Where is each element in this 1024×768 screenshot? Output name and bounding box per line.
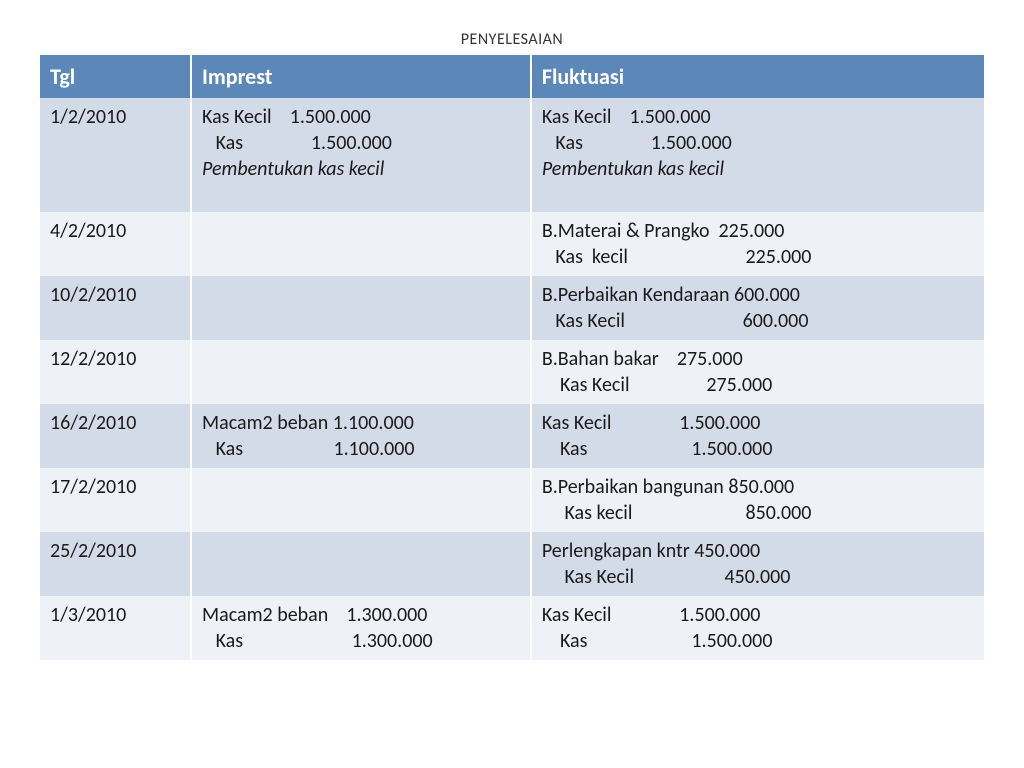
cell-imprest: Macam2 beban 1.100.000 Kas 1.100.000: [191, 404, 531, 468]
table-row: 17/2/2010 B.Perbaikan bangunan 850.000 Ka…: [40, 468, 984, 532]
journal-line: Kas kecil 850.000: [542, 500, 974, 526]
journal-line: Kas 1.500.000: [202, 130, 520, 156]
journal-line: Macam2 beban 1.100.000: [202, 410, 520, 436]
cell-imprest: Kas Kecil 1.500.000 Kas 1.500.000Pembent…: [191, 98, 531, 212]
cell-tgl: 16/2/2010: [40, 404, 191, 468]
table-row: 10/2/2010 B.Perbaikan Kendaraan 600.000 K…: [40, 276, 984, 340]
col-tgl: Tgl: [40, 55, 191, 98]
cell-tgl: 25/2/2010: [40, 532, 191, 596]
cell-fluktuasi: Kas Kecil 1.500.000 Kas 1.500.000: [531, 596, 984, 660]
table-row: 16/2/2010Macam2 beban 1.100.000 Kas 1.10…: [40, 404, 984, 468]
cell-fluktuasi: B.Perbaikan Kendaraan 600.000 Kas Kecil …: [531, 276, 984, 340]
journal-line: Kas 1.500.000: [542, 436, 974, 462]
journal-line: Kas Kecil 275.000: [542, 372, 974, 398]
journal-line: Kas 1.100.000: [202, 436, 520, 462]
spacer: [542, 182, 974, 206]
journal-line: Kas Kecil 1.500.000: [542, 602, 974, 628]
table-row: 1/2/2010Kas Kecil 1.500.000 Kas 1.500.00…: [40, 98, 984, 212]
journal-line: Kas kecil 225.000: [542, 244, 974, 270]
entry-note: Pembentukan kas kecil: [202, 156, 520, 182]
journal-line: Kas Kecil 450.000: [542, 564, 974, 590]
cell-imprest: Macam2 beban 1.300.000 Kas 1.300.000: [191, 596, 531, 660]
journal-line: Kas 1.500.000: [542, 628, 974, 654]
cell-imprest: [191, 340, 531, 404]
cell-fluktuasi: Kas Kecil 1.500.000 Kas 1.500.000: [531, 404, 984, 468]
journal-table: Tgl Imprest Fluktuasi 1/2/2010Kas Kecil …: [40, 55, 984, 660]
table-row: 25/2/2010 Perlengkapan kntr 450.000 Kas K…: [40, 532, 984, 596]
table-row: 1/3/2010Macam2 beban 1.300.000 Kas 1.300…: [40, 596, 984, 660]
journal-line: B.Perbaikan Kendaraan 600.000: [542, 282, 974, 308]
journal-line: Kas 1.500.000: [542, 130, 974, 156]
cell-tgl: 17/2/2010: [40, 468, 191, 532]
spacer: [202, 182, 520, 206]
journal-line: Kas Kecil 600.000: [542, 308, 974, 334]
entry-note: Pembentukan kas kecil: [542, 156, 974, 182]
cell-fluktuasi: B.Perbaikan bangunan 850.000 Kas kecil 8…: [531, 468, 984, 532]
cell-imprest: [191, 468, 531, 532]
cell-tgl: 4/2/2010: [40, 212, 191, 276]
journal-line: B.Perbaikan bangunan 850.000: [542, 474, 974, 500]
cell-imprest: [191, 276, 531, 340]
cell-imprest: [191, 212, 531, 276]
journal-line: Perlengkapan kntr 450.000: [542, 538, 974, 564]
col-fluktuasi: Fluktuasi: [531, 55, 984, 98]
journal-line: B.Bahan bakar 275.000: [542, 346, 974, 372]
journal-line: B.Materai & Prangko 225.000: [542, 218, 974, 244]
cell-tgl: 1/3/2010: [40, 596, 191, 660]
cell-fluktuasi: B.Bahan bakar 275.000 Kas Kecil 275.000: [531, 340, 984, 404]
table-row: 12/2/2010 B.Bahan bakar 275.000 Kas Kecil…: [40, 340, 984, 404]
table-row: 4/2/2010 B.Materai & Prangko 225.000 Kas …: [40, 212, 984, 276]
cell-fluktuasi: B.Materai & Prangko 225.000 Kas kecil 22…: [531, 212, 984, 276]
journal-line: Kas 1.300.000: [202, 628, 520, 654]
journal-line: Kas Kecil 1.500.000: [202, 104, 520, 130]
page-title: PENYELESAIAN: [40, 30, 984, 49]
cell-tgl: 1/2/2010: [40, 98, 191, 212]
col-imprest: Imprest: [191, 55, 531, 98]
cell-imprest: [191, 532, 531, 596]
table-header-row: Tgl Imprest Fluktuasi: [40, 55, 984, 98]
cell-fluktuasi: Perlengkapan kntr 450.000 Kas Kecil 450.…: [531, 532, 984, 596]
cell-fluktuasi: Kas Kecil 1.500.000 Kas 1.500.000Pembent…: [531, 98, 984, 212]
cell-tgl: 10/2/2010: [40, 276, 191, 340]
journal-line: Kas Kecil 1.500.000: [542, 410, 974, 436]
journal-line: Macam2 beban 1.300.000: [202, 602, 520, 628]
journal-line: Kas Kecil 1.500.000: [542, 104, 974, 130]
cell-tgl: 12/2/2010: [40, 340, 191, 404]
